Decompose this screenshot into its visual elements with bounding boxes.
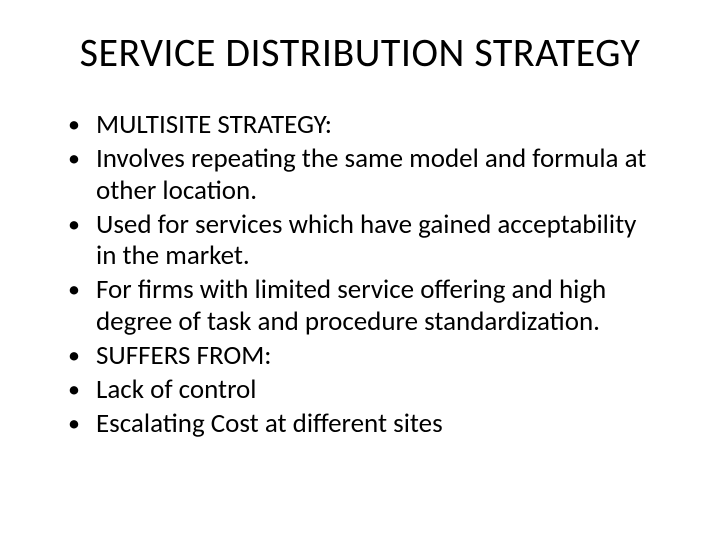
list-item: For firms with limited service offering … <box>68 274 662 338</box>
slide-title: SERVICE DISTRIBUTION STRATEGY <box>48 28 672 77</box>
list-item: MULTISITE STRATEGY: <box>68 109 662 141</box>
bullet-list: MULTISITE STRATEGY: Involves repeating t… <box>48 109 672 440</box>
list-item: Used for services which have gained acce… <box>68 209 662 273</box>
list-item: Escalating Cost at different sites <box>68 408 662 440</box>
list-item: SUFFERS FROM: <box>68 340 662 372</box>
slide: SERVICE DISTRIBUTION STRATEGY MULTISITE … <box>0 0 720 540</box>
list-item: Lack of control <box>68 374 662 406</box>
list-item: Involves repeating the same model and fo… <box>68 143 662 207</box>
